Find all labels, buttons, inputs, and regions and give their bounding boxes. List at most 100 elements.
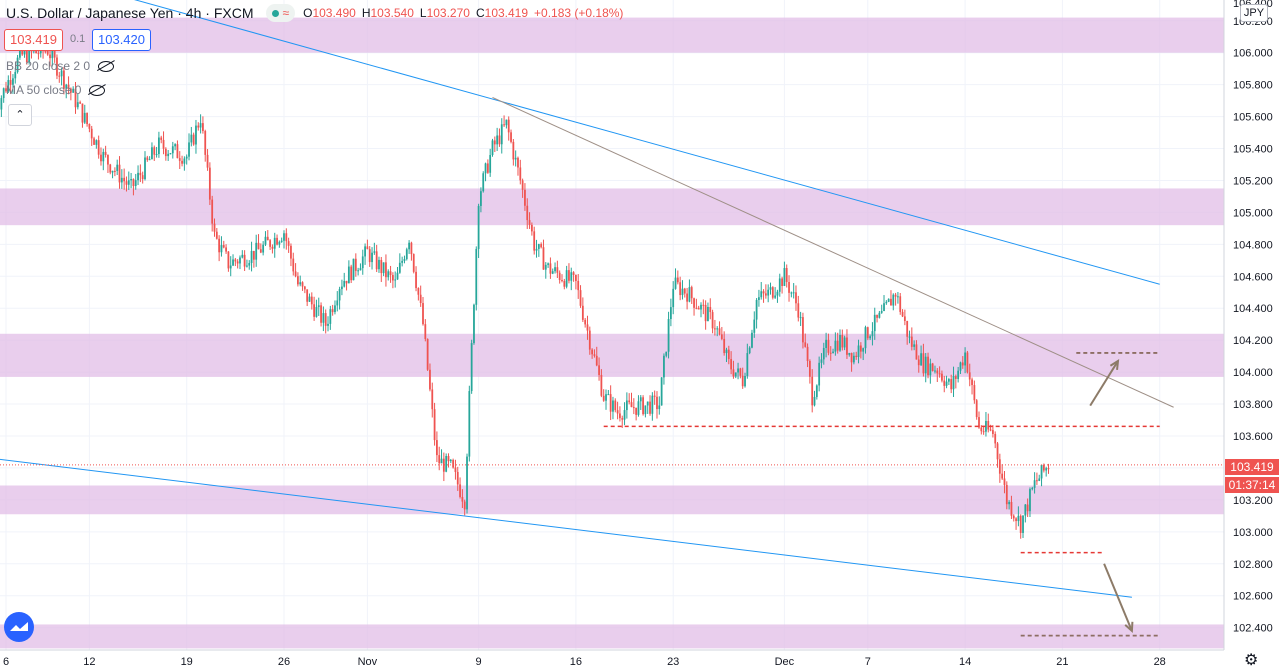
candle-body [785, 268, 788, 283]
candle-body [102, 151, 105, 162]
candle-body [343, 280, 346, 287]
candle-body [913, 344, 916, 347]
candle-body [76, 102, 79, 108]
candle-body [176, 144, 179, 159]
sell-button[interactable]: 103.419 [4, 29, 63, 51]
candle-body [850, 352, 853, 363]
candle-body [1040, 464, 1043, 479]
price-tick-label: 104.200 [1233, 335, 1273, 347]
candle-body [556, 267, 559, 273]
candle-body [445, 456, 448, 472]
candle-body [820, 359, 823, 363]
resistance-support-zones [0, 17, 1224, 649]
candle-body [646, 401, 649, 406]
candle-body [396, 272, 399, 280]
hidden-eye-icon[interactable] [89, 84, 106, 96]
currency-button[interactable]: JPY [1240, 4, 1268, 22]
candle-body [225, 247, 227, 252]
symbol-title[interactable]: U.S. Dollar / Japanese Yen · 4h · FXCM [6, 5, 254, 21]
candle-body [591, 349, 594, 355]
candle-body [943, 380, 946, 386]
candle-body [653, 395, 656, 397]
candle-body [113, 170, 116, 172]
candlesticks [0, 38, 1050, 539]
indicator-ma-label: MA 50 close 0 [6, 83, 82, 97]
candle-body [46, 50, 49, 55]
candle-body [950, 379, 953, 390]
candle-body [248, 263, 251, 266]
axis-background [1224, 0, 1280, 671]
candle-body [294, 271, 297, 277]
candle-body [429, 369, 431, 390]
candle-body [813, 396, 816, 406]
price-tick-label: 103.800 [1233, 399, 1273, 411]
spread-value: 0.1 [70, 33, 86, 45]
candle-body [44, 50, 47, 52]
candle-body [174, 144, 177, 147]
candle-body [334, 305, 336, 313]
candle-body [753, 319, 756, 333]
candle-body [669, 307, 672, 320]
close-label: C [475, 6, 485, 20]
candle-body [802, 317, 804, 343]
candle-body [252, 250, 255, 260]
candle-body [440, 458, 443, 464]
candle-body [815, 385, 818, 397]
candle-body [588, 330, 591, 350]
candle-body [493, 140, 496, 145]
candle-body [992, 430, 994, 434]
candle-body [859, 345, 862, 352]
hidden-eye-icon[interactable] [98, 60, 115, 72]
candle-body [489, 154, 492, 173]
tradingview-logo-icon[interactable] [4, 612, 34, 642]
candle-body [598, 365, 600, 375]
candle-body [727, 349, 730, 360]
candle-body [632, 407, 635, 409]
candle-body [927, 356, 929, 376]
candle-body [470, 343, 473, 392]
candle-body [808, 360, 811, 377]
trend-line [134, 0, 1160, 285]
candle-body [436, 440, 438, 456]
time-axis: 6 12 19 26 Nov 9 16 23 Dec 7 14 21 28 [0, 649, 1224, 671]
candle-body [301, 282, 304, 287]
candle-body [577, 280, 580, 291]
candle-body [982, 431, 985, 433]
candle-body [600, 374, 603, 396]
candle-body [1033, 480, 1036, 488]
candle-body [758, 297, 760, 300]
price-tick-label: 104.000 [1233, 367, 1273, 379]
candle-body [350, 266, 353, 281]
candle-body [822, 347, 825, 360]
indicator-bb[interactable]: BB 20 close 2 0 [6, 59, 115, 73]
candle-body [563, 280, 566, 287]
candle-body [280, 240, 283, 242]
candle-body [403, 259, 406, 261]
gridlines [0, 0, 1224, 650]
candle-body [639, 397, 642, 402]
candle-body [257, 242, 260, 250]
wave-icon: ≈ [282, 6, 290, 20]
candle-body [220, 245, 223, 253]
trend-line [0, 458, 1132, 598]
candle-body [864, 327, 867, 349]
candle-body [463, 501, 466, 510]
candle-body [389, 271, 392, 276]
candle-body [415, 271, 417, 289]
candle-body [751, 332, 753, 348]
buy-button[interactable]: 103.420 [92, 29, 151, 51]
candle-body [619, 413, 621, 419]
market-status-pill[interactable]: ≈ [265, 4, 296, 22]
settings-gear-icon[interactable]: ⚙ [1244, 652, 1259, 669]
candle-body [593, 354, 596, 356]
candle-body [980, 427, 983, 432]
candle-body [744, 375, 746, 387]
collapse-legend-button[interactable]: ⌃ [8, 104, 32, 126]
candle-body [419, 294, 422, 304]
candle-body [892, 294, 895, 306]
candle-body [118, 164, 121, 183]
candle-body [586, 324, 589, 331]
indicator-ma[interactable]: MA 50 close 0 [6, 83, 106, 97]
candle-body [408, 242, 410, 250]
